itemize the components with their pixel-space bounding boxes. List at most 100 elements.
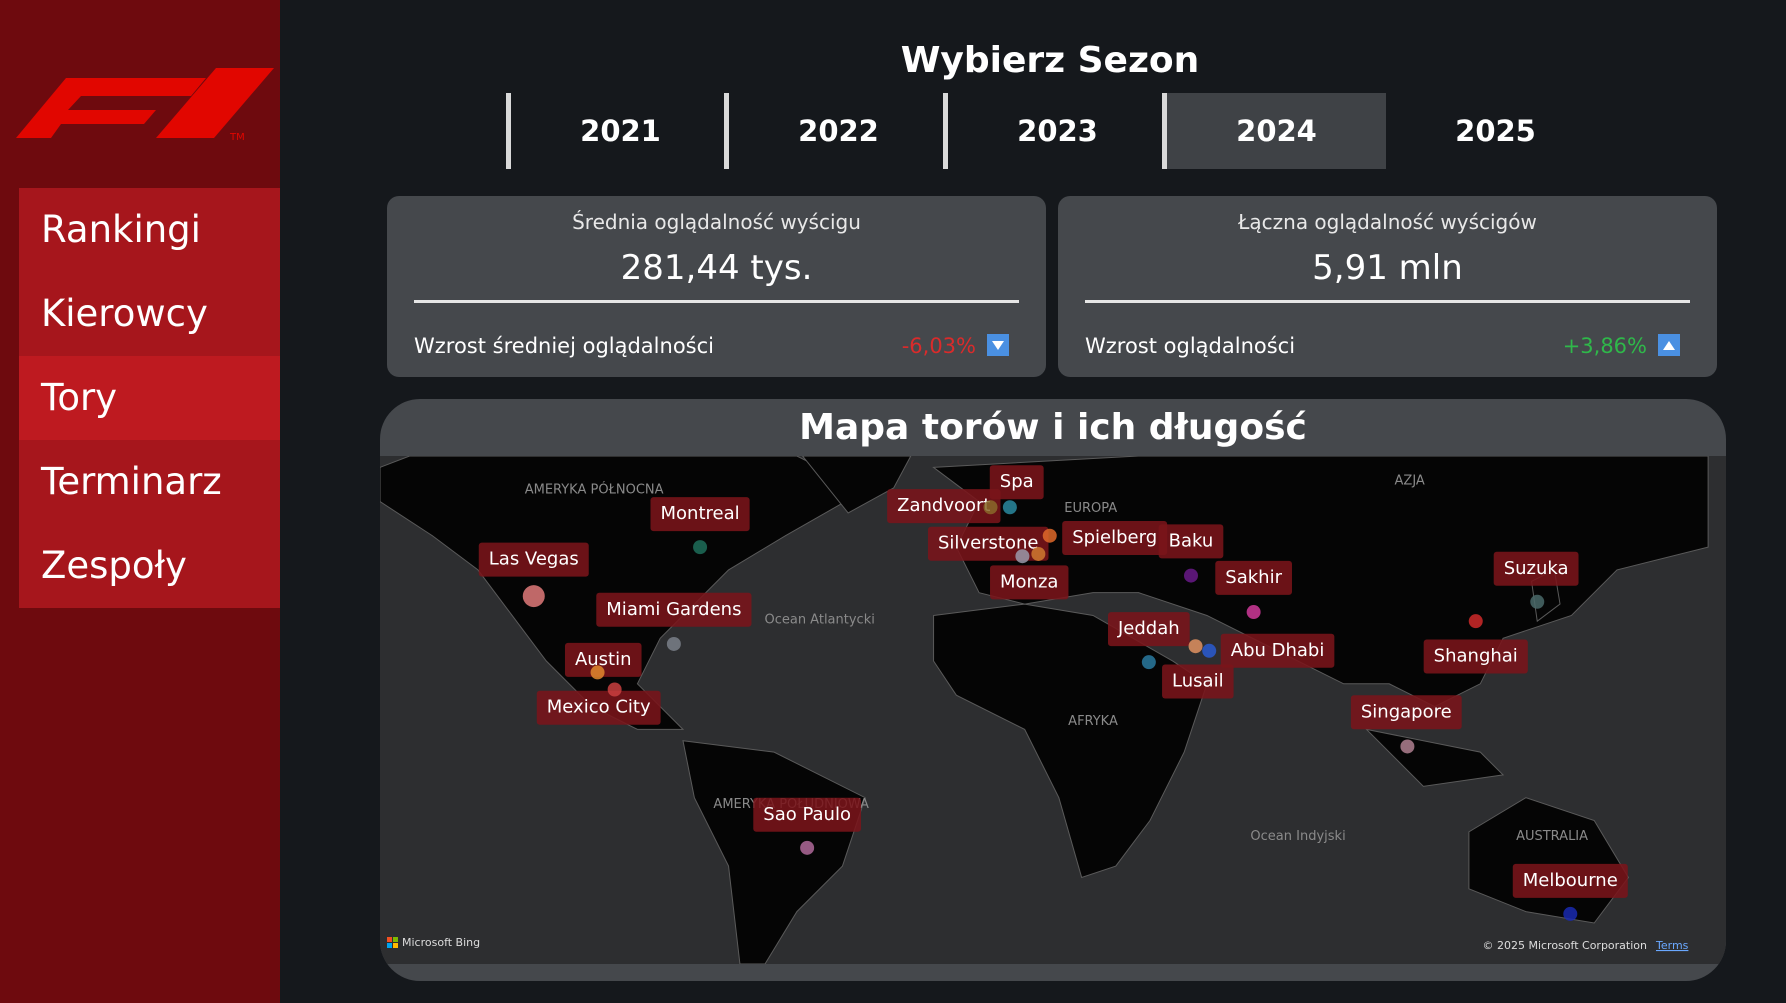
- circuit-marker: [590, 665, 605, 680]
- circuit-name: Spa: [1000, 471, 1034, 492]
- nav-item[interactable]: Terminarz: [19, 440, 280, 524]
- circuit-marker: [1563, 906, 1578, 921]
- circuit-marker: [1468, 614, 1483, 629]
- circuit-name: Baku: [1169, 530, 1214, 551]
- label-background: [1512, 863, 1628, 898]
- circuit-label: Shanghai: [1423, 639, 1528, 674]
- label-background: [1423, 639, 1528, 674]
- region-label: AMERYKA PÓŁNOCNA: [525, 482, 664, 498]
- circuit-labels: Montreal Las Vegas Miami Gardens Austin Mexi…: [478, 465, 1628, 898]
- label-background: [650, 497, 750, 532]
- continent: [682, 740, 866, 964]
- attribution-terms[interactable]: Terms: [1655, 939, 1689, 952]
- circuit-name: Las Vegas: [489, 549, 579, 570]
- bing-logo: [393, 937, 398, 942]
- label-background: [1220, 633, 1335, 668]
- circuit-name: Zandvoort: [897, 495, 990, 516]
- region-label: EUROPA: [1064, 501, 1117, 516]
- circuit-name: Sakhir: [1225, 567, 1282, 588]
- label-background: [536, 690, 661, 725]
- region-label: AUSTRALIA: [1516, 829, 1588, 844]
- circuit-label: Spielberg: [1062, 521, 1168, 556]
- circuit-marker: [1002, 500, 1017, 515]
- nav-item[interactable]: Rankingi: [19, 188, 280, 272]
- nav-item[interactable]: Tory: [19, 356, 280, 440]
- kpi-card: Średnia oglądalność wyścigu 281,44 tys. Wz…: [387, 196, 1046, 377]
- label-background: [1158, 524, 1224, 559]
- circuit-name: Spielberg: [1072, 527, 1157, 548]
- growth-label: Wzrost średniej oglądalności: [414, 334, 714, 358]
- kpi-title: Łączna oglądalność wyścigów: [1238, 210, 1537, 234]
- season-button[interactable]: 2021: [580, 114, 661, 148]
- label-background: [1108, 612, 1190, 647]
- separator: [1162, 93, 1167, 169]
- label-background: [1062, 521, 1168, 556]
- trend-icon: [987, 334, 1009, 356]
- circuit-marker: [1188, 639, 1203, 654]
- circuit-marker: [1246, 605, 1261, 620]
- continent: [1364, 728, 1505, 787]
- season-button[interactable]: 2022: [798, 114, 879, 148]
- circuit-label: Montreal: [650, 497, 750, 532]
- label-background: [1215, 560, 1292, 595]
- season-button[interactable]: 2025: [1455, 114, 1536, 148]
- circuit-label: Austin: [564, 642, 642, 677]
- nav-item[interactable]: Kierowcy: [19, 272, 280, 356]
- kpi-card: Łączna oglądalność wyścigów 5,91 mln Wzros…: [1058, 196, 1717, 377]
- circuit-marker: [1031, 546, 1046, 561]
- nav-item[interactable]: Zespoły: [19, 524, 280, 608]
- circuit-label: Silverstone: [927, 526, 1049, 561]
- circuit-marker: [1183, 568, 1198, 583]
- region-label: AFRYKA: [1068, 714, 1118, 729]
- circuit-marker: [1042, 528, 1057, 543]
- map: AMERYKA PÓŁNOCNA EUROPA AZJA AFRYKA Ocean At…: [380, 456, 1726, 964]
- circuit-marker: [983, 500, 998, 515]
- circuit-label: Singapore: [1350, 695, 1462, 730]
- attribution-brand: Microsoft Bing: [402, 936, 480, 949]
- kpi-value: 5,91 mln: [1312, 248, 1463, 288]
- label-background: [1350, 695, 1462, 730]
- circuit-marker: [607, 682, 622, 697]
- circuit-label: Sao Paulo: [753, 797, 861, 832]
- circuit-marker: [1530, 594, 1545, 609]
- season-button[interactable]: 2023: [1017, 114, 1098, 148]
- circuit-name: Monza: [1000, 571, 1058, 592]
- season-button[interactable]: 2024: [1167, 93, 1386, 169]
- circuit-label: Monza: [990, 565, 1069, 600]
- separator: [724, 93, 729, 169]
- circuit-marker: [693, 540, 708, 555]
- circuit-label: Sakhir: [1215, 560, 1292, 595]
- attribution-copyright: © 2025 Microsoft Corporation: [1482, 939, 1647, 952]
- label-background: [990, 565, 1069, 600]
- circuit-name: Singapore: [1361, 701, 1452, 722]
- circuit-name: Lusail: [1172, 671, 1224, 692]
- circuit-name: Miami Gardens: [606, 599, 741, 620]
- circuit-name: Shanghai: [1434, 645, 1518, 666]
- circuit-label: Melbourne: [1512, 863, 1628, 898]
- label-background: [887, 489, 1001, 524]
- label-background: [564, 642, 642, 677]
- circuit-name: Jeddah: [1117, 618, 1180, 639]
- label-background: [596, 592, 752, 627]
- bing-logo: [387, 937, 392, 942]
- f1-logo: TM: [16, 68, 274, 143]
- region-label: Ocean Atlantycki: [764, 613, 874, 628]
- circuit-label: Spa: [989, 465, 1044, 500]
- label-background: [1162, 664, 1234, 699]
- circuit-name: Sao Paulo: [763, 804, 851, 825]
- divider: [1085, 300, 1690, 303]
- map-panel: Mapa torów i ich długość AMERYKA PÓŁNOCN…: [380, 399, 1726, 981]
- circuit-label: Miami Gardens: [596, 592, 752, 627]
- circuit-name: Melbourne: [1523, 870, 1618, 891]
- label-background: [478, 542, 589, 577]
- kpi-title: Średnia oglądalność wyścigu: [572, 210, 861, 234]
- circuit-label: Mexico City: [536, 690, 661, 725]
- bing-logo: [387, 943, 392, 948]
- separator: [506, 93, 511, 169]
- circuit-label: Baku: [1158, 524, 1224, 559]
- circuit-marker: [1141, 655, 1156, 670]
- growth-value: +3,86%: [1562, 334, 1647, 358]
- kpi-value: 281,44 tys.: [620, 248, 813, 288]
- circuit-label: Abu Dhabi: [1220, 633, 1335, 668]
